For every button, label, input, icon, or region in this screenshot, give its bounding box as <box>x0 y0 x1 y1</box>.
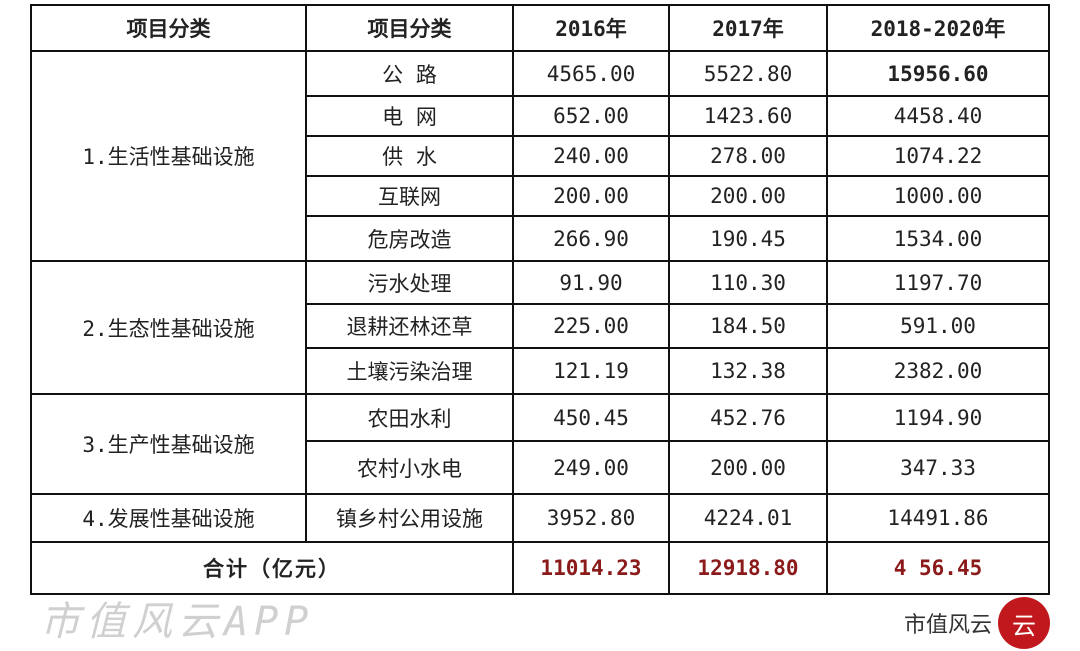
value-2017: 1423.60 <box>668 95 828 137</box>
value-2017: 452.76 <box>668 393 828 442</box>
value-2017: 200.00 <box>668 440 828 495</box>
header-2018-2020: 2018-2020年 <box>826 4 1050 52</box>
item-cell: 危房改造 <box>305 215 514 262</box>
item-cell: 退耕还林还草 <box>305 303 514 349</box>
investment-table: 项目分类 项目分类 2016年 2017年 2018-2020年 1.生活性基础… <box>30 4 1050 595</box>
value-2016: 200.00 <box>512 175 670 217</box>
category-cell: 2.生态性基础设施 <box>30 260 307 395</box>
table-row: 4.发展性基础设施 镇乡村公用设施 3952.80 4224.01 14491.86 <box>30 493 1050 543</box>
logo-text: 市值风云 <box>903 613 992 638</box>
item-cell: 互联网 <box>305 175 514 217</box>
total-row: 合计（亿元） 11014.23 12918.80 4 56.45 <box>30 541 1050 595</box>
table-row: 危房改造 266.90 190.45 1534.00 <box>31 215 1050 262</box>
value-2016: 91.90 <box>512 260 670 305</box>
item-cell: 电 网 <box>305 95 514 137</box>
total-2017: 12918.80 <box>668 541 828 595</box>
total-2016: 11014.23 <box>512 541 670 595</box>
value-2016: 225.00 <box>512 303 670 349</box>
value-2016: 450.45 <box>512 393 670 442</box>
value-2018-2020: 1194.90 <box>826 393 1050 442</box>
total-label: 合计（亿元） <box>30 541 514 595</box>
value-2018-2020: 591.00 <box>826 303 1050 349</box>
category-cell: 1.生活性基础设施 <box>30 50 307 262</box>
table-row: 供 水 240.00 278.00 1074.22 <box>31 135 1050 177</box>
table-row: 土壤污染治理 121.19 132.38 2382.00 <box>31 347 1050 395</box>
value-2017: 110.30 <box>668 260 828 305</box>
seal-icon: 云 <box>998 597 1050 649</box>
value-2018-2020: 2382.00 <box>826 347 1050 395</box>
value-2016: 121.19 <box>512 347 670 395</box>
value-2018-2020: 15956.60 <box>826 50 1050 97</box>
value-2018-2020: 1074.22 <box>826 135 1050 177</box>
total-2018-2020: 4 56.45 <box>826 541 1050 595</box>
header-row: 项目分类 项目分类 2016年 2017年 2018-2020年 <box>30 4 1050 52</box>
value-2016: 266.90 <box>512 215 670 262</box>
table-row: 2.生态性基础设施 污水处理 91.90 110.30 1197.70 <box>30 260 1050 395</box>
header-2017: 2017年 <box>668 4 828 52</box>
value-2017: 4224.01 <box>668 493 828 543</box>
value-2018-2020: 1197.70 <box>826 260 1050 305</box>
item-cell: 镇乡村公用设施 <box>305 493 514 543</box>
table-row: 3.生产性基础设施 农田水利 450.45 452.76 1194.90 <box>30 393 1050 495</box>
header-item: 项目分类 <box>305 4 514 52</box>
header-category: 项目分类 <box>30 4 307 52</box>
value-2017: 5522.80 <box>668 50 828 97</box>
value-2016: 3952.80 <box>512 493 670 543</box>
table-row: 互联网 200.00 200.00 1000.00 <box>31 175 1050 217</box>
table-row: 电 网 652.00 1423.60 4458.40 <box>31 95 1050 137</box>
category-cell: 3.生产性基础设施 <box>30 393 307 495</box>
item-cell: 农村小水电 <box>305 440 514 495</box>
value-2018-2020: 4458.40 <box>826 95 1050 137</box>
header-2016: 2016年 <box>512 4 670 52</box>
logo: 市值风云 云 <box>904 596 1050 650</box>
value-2016: 652.00 <box>512 95 670 137</box>
value-2017: 184.50 <box>668 303 828 349</box>
category-cell: 4.发展性基础设施 <box>30 493 307 543</box>
value-2016: 240.00 <box>512 135 670 177</box>
table-row: 1.生活性基础设施公 路 4565.00 5522.80 15956.60 <box>30 50 1050 262</box>
value-2018-2020: 1000.00 <box>826 175 1050 217</box>
value-2018-2020: 347.33 <box>826 440 1050 495</box>
watermark: 市值风云APP <box>40 599 315 645</box>
value-2017: 200.00 <box>668 175 828 217</box>
item-cell: 农田水利 <box>305 393 514 442</box>
item-cell: 土壤污染治理 <box>305 347 514 395</box>
value-2017: 278.00 <box>668 135 828 177</box>
item-cell: 污水处理 <box>305 260 514 305</box>
value-2018-2020: 14491.86 <box>826 493 1050 543</box>
value-2016: 4565.00 <box>512 50 670 97</box>
table-row: 农村小水电 249.00 200.00 347.33 <box>31 440 1050 495</box>
value-2017: 132.38 <box>668 347 828 395</box>
value-2017: 190.45 <box>668 215 828 262</box>
value-2016: 249.00 <box>512 440 670 495</box>
item-cell: 供 水 <box>305 135 514 177</box>
value-2018-2020: 1534.00 <box>826 215 1050 262</box>
item-cell: 公 路 <box>305 50 514 97</box>
table-row: 退耕还林还草 225.00 184.50 591.00 <box>31 303 1050 349</box>
